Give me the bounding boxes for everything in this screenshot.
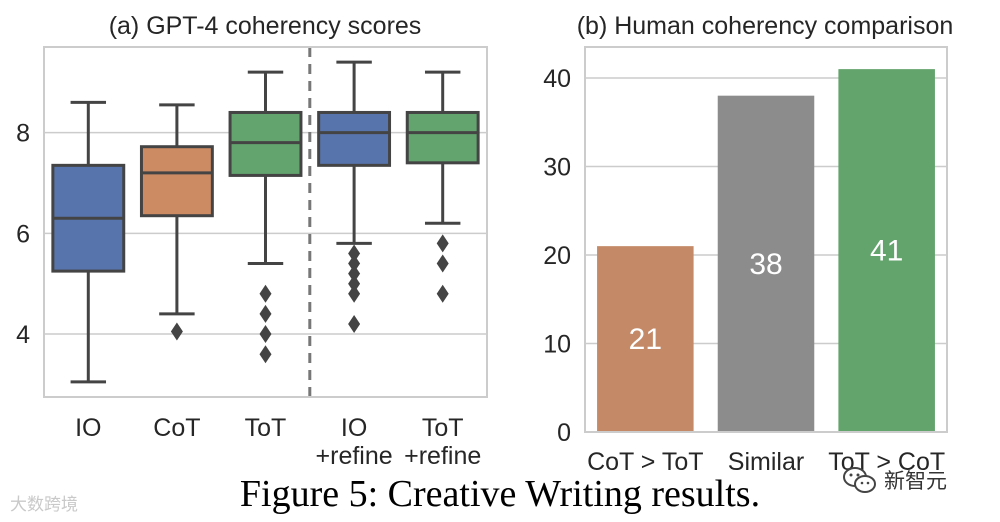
outlier-marker bbox=[170, 322, 183, 341]
panel-b-y-tick-labels: 0 10 20 30 40 bbox=[543, 65, 571, 447]
x-tick-label: +refine bbox=[316, 442, 393, 470]
watermark-right-text: 新智元 bbox=[884, 469, 947, 493]
y-tick-label: 30 bbox=[543, 153, 571, 181]
bar-2 bbox=[838, 69, 935, 432]
outlier-marker bbox=[348, 264, 361, 283]
panel-a-plot bbox=[51, 47, 480, 397]
box-3 bbox=[317, 60, 392, 333]
box-body bbox=[317, 110, 392, 167]
panel-a-frame bbox=[43, 46, 488, 398]
box-body bbox=[139, 145, 214, 218]
figure-caption: Figure 5: Creative Writing results. bbox=[239, 473, 761, 515]
watermark-right: 新智元 bbox=[842, 460, 992, 500]
bar-value-label: 41 bbox=[870, 235, 903, 268]
y-tick-label: 20 bbox=[543, 242, 571, 270]
box-0 bbox=[51, 100, 126, 384]
x-tick-label: IO bbox=[341, 414, 367, 442]
x-tick-label: CoT > ToT bbox=[587, 448, 704, 470]
box-1 bbox=[139, 103, 214, 341]
bar-0 bbox=[597, 246, 694, 432]
y-tick-label: 40 bbox=[543, 65, 571, 93]
outlier-marker bbox=[348, 254, 361, 273]
wechat-icon bbox=[843, 467, 876, 493]
outlier-marker bbox=[259, 345, 272, 364]
outlier-marker bbox=[259, 325, 272, 344]
x-tick-label: Similar bbox=[728, 448, 804, 470]
panel-b-x-tick-labels: CoT > ToT Similar ToT > CoT bbox=[587, 448, 945, 470]
outlier-marker bbox=[259, 304, 272, 323]
x-tick-label: ToT bbox=[245, 414, 287, 442]
bar-value-label: 21 bbox=[629, 323, 662, 356]
outlier-marker bbox=[259, 284, 272, 303]
watermark-left: 大数跨境 bbox=[10, 495, 78, 515]
y-tick-label: 4 bbox=[16, 321, 30, 349]
figure: (a) GPT-4 coherency scores 4 6 8 IO CoT ToT I… bbox=[16, 12, 953, 470]
x-tick-label: IO bbox=[75, 414, 101, 442]
outlier-marker bbox=[348, 284, 361, 303]
x-tick-label: ToT > CoT bbox=[828, 448, 945, 470]
x-tick-label: CoT bbox=[153, 414, 200, 442]
x-tick-label: +refine bbox=[404, 442, 481, 470]
panel-b-frame bbox=[584, 46, 948, 433]
box-4 bbox=[405, 70, 480, 303]
panel-a-title: (a) GPT-4 coherency scores bbox=[109, 12, 422, 40]
y-tick-label: 0 bbox=[557, 419, 571, 447]
bar-1 bbox=[717, 95, 815, 432]
panel-b-plot: 21 38 41 bbox=[597, 69, 935, 432]
bar-value-label: 38 bbox=[749, 248, 782, 281]
panel-b: (b) Human coherency comparison 21 38 41 0 1… bbox=[543, 12, 953, 470]
panel-a: (a) GPT-4 coherency scores 4 6 8 IO CoT ToT I… bbox=[16, 12, 488, 470]
box-body bbox=[405, 110, 480, 165]
panel-b-title: (b) Human coherency comparison bbox=[577, 12, 954, 40]
outlier-marker bbox=[436, 254, 449, 273]
x-tick-label: ToT bbox=[422, 414, 464, 442]
box-2 bbox=[228, 70, 303, 364]
outlier-marker bbox=[348, 314, 361, 333]
outlier-marker bbox=[348, 244, 361, 263]
panel-a-y-tick-labels: 4 6 8 bbox=[16, 120, 30, 349]
y-tick-label: 6 bbox=[16, 220, 30, 248]
outlier-marker bbox=[348, 274, 361, 293]
outlier-marker bbox=[436, 284, 449, 303]
y-tick-label: 10 bbox=[543, 330, 571, 358]
y-tick-label: 8 bbox=[16, 120, 30, 148]
outlier-marker bbox=[436, 234, 449, 253]
